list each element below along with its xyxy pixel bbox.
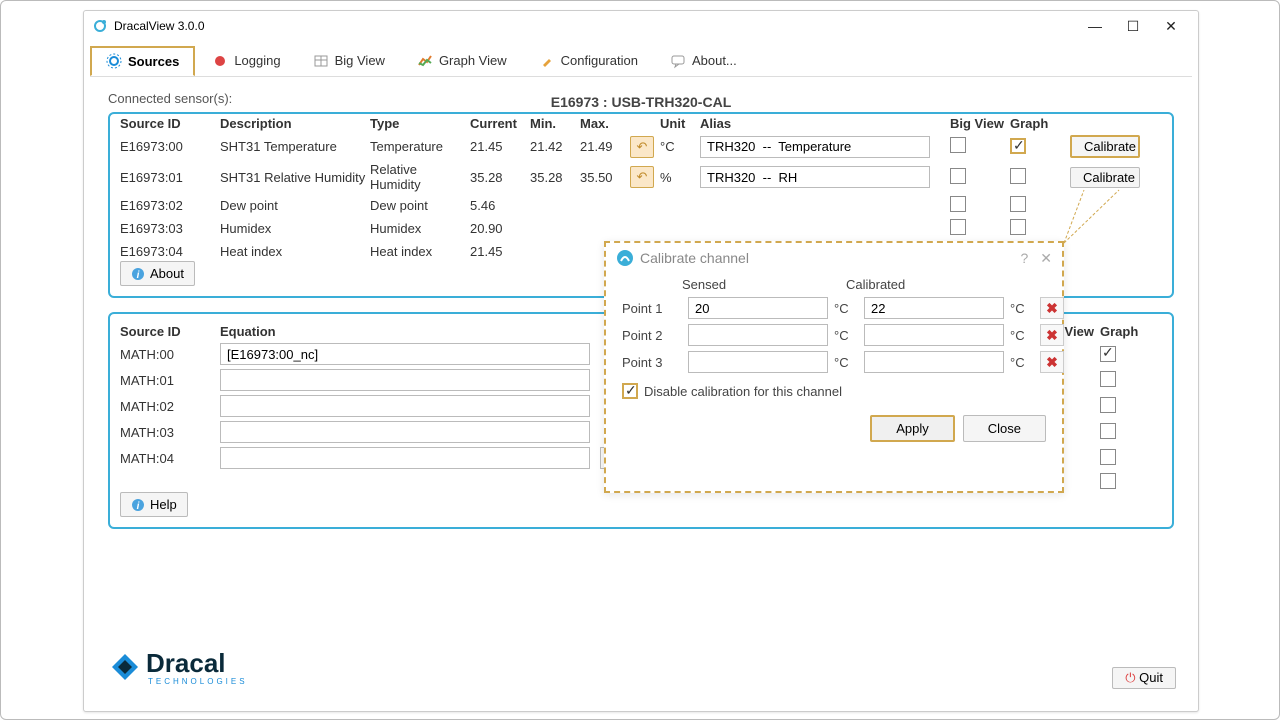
disable-calibration-checkbox[interactable] [622, 383, 638, 399]
tab-about[interactable]: About... [655, 46, 752, 76]
sensor-panel-legend: E16973 : USB-TRH320-CAL [543, 94, 740, 110]
alias-input[interactable] [700, 136, 930, 158]
tab-graphview[interactable]: Graph View [402, 46, 522, 76]
point1-calibrated-input[interactable] [864, 297, 1004, 319]
point2-delete-button[interactable]: ✖ [1040, 324, 1064, 346]
tab-bar: Sources Logging Big View Graph View Conf… [90, 43, 1192, 77]
graph-checkbox[interactable] [1100, 449, 1116, 465]
svg-text:Dracal: Dracal [146, 648, 226, 678]
svg-text:i: i [137, 270, 140, 281]
sensor-row: E16973:03 Humidex Humidex 20.90 [120, 219, 1162, 238]
svg-text:i: i [137, 501, 140, 512]
tab-bigview[interactable]: Big View [298, 46, 400, 76]
graph-checkbox[interactable] [1010, 219, 1026, 235]
calibrate-button[interactable]: Calibrate [1070, 135, 1140, 158]
calibrate-icon [616, 249, 634, 267]
point1-sensed-input[interactable] [688, 297, 828, 319]
equation-input[interactable] [220, 447, 590, 469]
reset-icon[interactable]: ↶ [630, 166, 654, 188]
about-button[interactable]: iAbout [120, 261, 195, 286]
tab-sources[interactable]: Sources [90, 46, 195, 76]
minimize-button[interactable]: — [1076, 14, 1114, 38]
bigview-checkbox[interactable] [950, 137, 966, 153]
close-modal-button[interactable]: Close [963, 415, 1046, 442]
graph-checkbox[interactable] [1010, 196, 1026, 212]
speech-icon [670, 53, 686, 69]
sensor-row: E16973:01 SHT31 Relative Humidity Relati… [120, 162, 1162, 192]
help-button[interactable]: iHelp [120, 492, 188, 517]
calibrate-button[interactable]: Calibrate [1070, 167, 1140, 188]
graph-checkbox[interactable] [1010, 138, 1026, 154]
modal-title: Calibrate channel [640, 250, 749, 266]
svg-text:TECHNOLOGIES: TECHNOLOGIES [148, 677, 248, 686]
calibrate-modal: Calibrate channel ? ✕ SensedCalibrated P… [604, 241, 1064, 493]
info-icon: i [131, 498, 145, 512]
gear-icon [106, 53, 122, 69]
point3-sensed-input[interactable] [688, 351, 828, 373]
info-icon: i [131, 267, 145, 281]
modal-close-icon[interactable]: ✕ [1040, 250, 1052, 267]
sensor-row: E16973:02 Dew point Dew point 5.46 [120, 196, 1162, 215]
bigview-checkbox[interactable] [950, 219, 966, 235]
window-title: DracalView 3.0.0 [114, 19, 205, 33]
alias-input[interactable] [700, 166, 930, 188]
graph-checkbox[interactable] [1100, 473, 1116, 489]
equation-input[interactable] [220, 421, 590, 443]
bigview-checkbox[interactable] [950, 168, 966, 184]
quit-button[interactable]: ⏻ Quit [1112, 667, 1176, 689]
graph-checkbox[interactable] [1100, 371, 1116, 387]
graph-checkbox[interactable] [1100, 346, 1116, 362]
app-icon [92, 18, 108, 34]
wrench-icon [539, 53, 555, 69]
tab-configuration[interactable]: Configuration [524, 46, 653, 76]
dracal-logo: DracalTECHNOLOGIES [106, 646, 286, 695]
point3-calibrated-input[interactable] [864, 351, 1004, 373]
point2-calibrated-input[interactable] [864, 324, 1004, 346]
graph-checkbox[interactable] [1010, 168, 1026, 184]
maximize-button[interactable]: ☐ [1114, 14, 1152, 38]
table-icon [313, 53, 329, 69]
equation-input[interactable] [220, 395, 590, 417]
close-button[interactable]: ✕ [1152, 14, 1190, 38]
equation-input[interactable] [220, 369, 590, 391]
graph-checkbox[interactable] [1100, 397, 1116, 413]
point2-sensed-input[interactable] [688, 324, 828, 346]
graph-checkbox[interactable] [1100, 423, 1116, 439]
point3-delete-button[interactable]: ✖ [1040, 351, 1064, 373]
title-bar: DracalView 3.0.0 — ☐ ✕ [84, 11, 1198, 41]
record-icon [212, 53, 228, 69]
tab-logging[interactable]: Logging [197, 46, 295, 76]
reset-icon[interactable]: ↶ [630, 136, 654, 158]
sensor-row: E16973:00 SHT31 Temperature Temperature … [120, 135, 1162, 158]
modal-help-icon[interactable]: ? [1020, 250, 1028, 266]
chart-icon [417, 53, 433, 69]
apply-button[interactable]: Apply [870, 415, 955, 442]
bigview-checkbox[interactable] [950, 196, 966, 212]
equation-input[interactable] [220, 343, 590, 365]
point1-delete-button[interactable]: ✖ [1040, 297, 1064, 319]
